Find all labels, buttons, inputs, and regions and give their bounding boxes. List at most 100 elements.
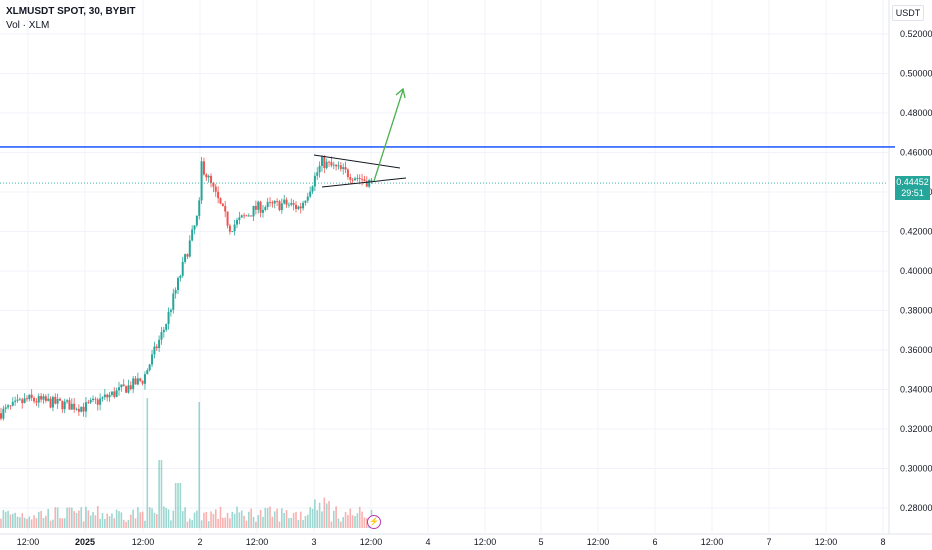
candle-body [118,387,120,391]
time-tick-label: 7 [766,537,771,547]
volume-bar [144,520,146,528]
candle-body [63,401,66,410]
time-tick-label: 6 [652,537,657,547]
candle-body [311,186,314,192]
volume-bar [276,508,278,528]
volume-bar [219,506,222,528]
volume-bar [179,483,182,528]
volume-bar [347,515,349,528]
volume-bar [259,509,262,528]
volume-bar [56,507,59,528]
candle-body [51,396,54,408]
candle-body [120,384,123,388]
volume-bar [217,518,219,528]
volume-bar [108,516,111,528]
candle-body [261,209,264,213]
volume-bar [68,507,71,528]
volume-bar [196,510,198,528]
time-tick-label: 3 [311,537,316,547]
candle-body [14,400,17,402]
volume-bar [35,518,38,528]
candle-body [200,161,203,201]
price-tick-label: 0.36000 [900,345,932,355]
volume-bar [139,512,142,528]
volume-bar [49,520,52,528]
candle-body [191,229,194,241]
volume-bar [307,514,309,528]
candle-body [193,225,196,230]
candle-body [92,398,95,401]
volume-bar [2,509,5,528]
candle-body [33,397,36,402]
triangle-upper-trendline[interactable] [313,154,401,169]
candle-body [306,196,309,201]
volume-bar [151,508,153,528]
volume-bar [127,519,130,528]
candle-body [269,201,272,203]
volume-bar [214,509,217,528]
candle-body [132,378,135,389]
candle-body [75,408,78,410]
volume-bar [30,519,33,528]
volume-bar [356,513,359,528]
volume-bar [323,497,326,528]
volume-bar [174,483,177,528]
candle-body [162,329,165,333]
volume-bar [4,511,7,528]
price-tick-label: 0.28000 [900,503,932,513]
volume-bar [118,511,120,528]
candle-body [146,370,149,375]
candle-body [66,400,69,402]
volume-bar [311,508,314,528]
volume-bar [231,511,234,528]
volume-bar [189,518,191,528]
volume-bar [111,513,113,528]
volume-bar [314,499,316,528]
volume-bar [73,511,75,528]
symbol-title[interactable]: XLMUSDT SPOT, 30, BYBIT [6,6,136,17]
volume-bar [363,517,366,528]
volume-bar [222,517,224,528]
time-tick-label: 4 [425,537,430,547]
breakout-arrow[interactable] [373,89,404,182]
candle-body [11,401,14,406]
volume-bar [21,513,24,528]
volume-bar [332,510,335,528]
volume-bar [295,511,297,528]
price-tick-label: 0.52000 [900,29,932,39]
volume-bar [54,507,57,528]
candle-body [108,394,111,398]
candle-body [323,156,326,169]
currency-unit-button[interactable]: USDT [892,5,924,21]
volume-bar [42,517,45,528]
candle-body [233,224,236,232]
volume-bar [321,511,323,528]
lightning-icon[interactable]: ⚡ [367,515,381,529]
candle-body [304,200,307,203]
candle-body [70,403,73,410]
candle-body [94,398,97,400]
candle-body [167,311,170,324]
candle-body [188,240,191,257]
volume-bar [120,512,123,528]
volume-bar [304,515,307,528]
candle-body [115,390,118,397]
candle-body [143,374,146,384]
candle-body [82,406,85,412]
candle-body [273,200,276,204]
volume-bar [337,518,340,528]
volume-bar [66,507,68,528]
candle-body [198,200,201,216]
candle-body [252,205,255,217]
candle-body [21,399,24,404]
candle-body [127,385,130,393]
triangle-lower-trendline[interactable] [321,177,407,188]
candle-body [0,413,2,419]
candle-body [89,400,92,403]
time-tick-label: 12:00 [246,537,269,547]
volume-bar [271,516,274,528]
price-tick-label: 0.48000 [900,108,932,118]
volume-bar [330,521,333,528]
volume-legend[interactable]: Vol · XLM [6,20,50,31]
